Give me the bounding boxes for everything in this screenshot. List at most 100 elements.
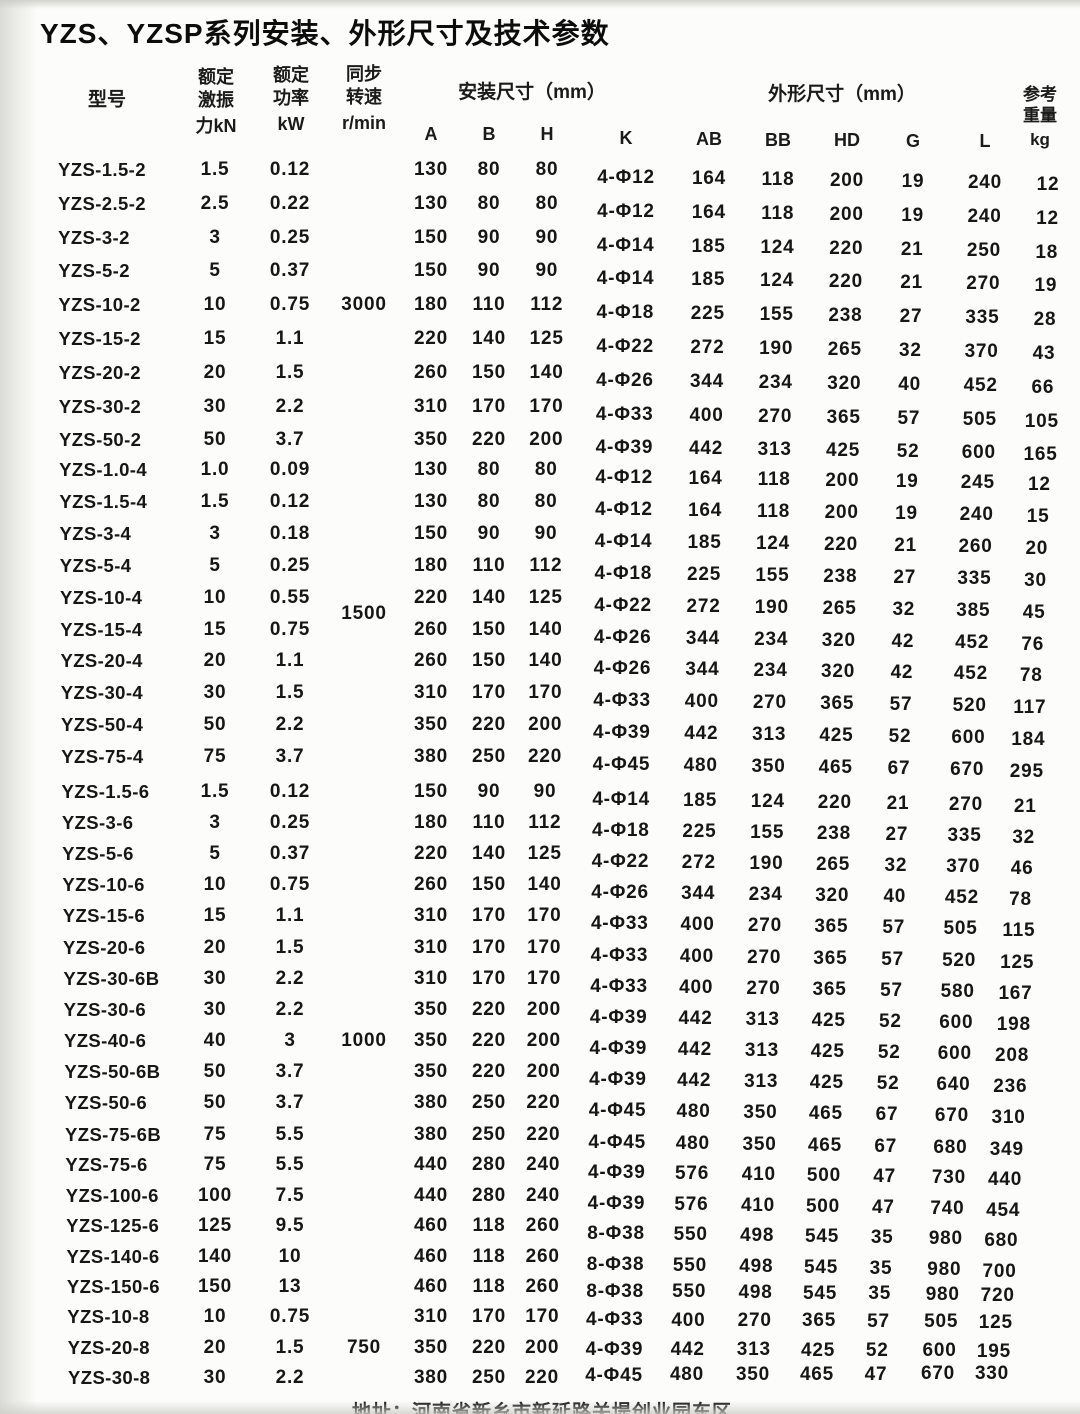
scan-edge-bottom <box>0 1401 1080 1414</box>
header-line: 激振 <box>197 90 234 110</box>
cell-g: 42 <box>890 662 914 684</box>
cell-model: YZS-5-2 <box>58 260 130 282</box>
cell-ab: 344 <box>685 659 720 681</box>
cell-g: 52 <box>888 726 912 748</box>
cell-b: 140 <box>471 328 507 349</box>
cell-h: 90 <box>535 226 559 248</box>
cell-hd: 265 <box>816 854 851 876</box>
cell-k: 4-Φ14 <box>594 530 653 552</box>
cell-bb: 118 <box>757 500 791 522</box>
cell-rated-force: 15 <box>203 328 227 349</box>
cell-ab: 400 <box>679 976 714 998</box>
cell-ab: 576 <box>675 1163 710 1185</box>
cell-l: 680 <box>933 1137 968 1158</box>
cell-l: 335 <box>957 567 992 589</box>
cell-ref-weight: 236 <box>993 1075 1028 1097</box>
cell-b: 250 <box>471 746 507 768</box>
cell-k: 8-Φ38 <box>586 1253 645 1275</box>
cell-h: 220 <box>524 1367 560 1389</box>
cell-rated-power: 5.5 <box>275 1124 305 1145</box>
cell-a: 440 <box>413 1184 449 1206</box>
cell-bb: 270 <box>752 692 787 714</box>
cell-rated-force: 40 <box>203 1029 227 1051</box>
cell-a: 310 <box>413 936 449 958</box>
cell-model: YZS-30-2 <box>58 395 142 417</box>
cell-rated-force: 30 <box>203 395 227 417</box>
cell-h: 200 <box>526 1060 561 1082</box>
cell-rated-force: 20 <box>203 650 227 672</box>
table-row: YZS-75-6 75 5.5 440 280 240 4-Φ39 576 410 500 47 73… <box>0 1149 1080 1190</box>
table-row: YZS-75-6B 75 5.5 380 250 220 4-Φ45 480 350 465 67 6… <box>0 1119 1080 1160</box>
table-row: YZS-3-4 3 0.18 150 90 90 4-Φ14 185 124 220 21 260 20 <box>0 518 1080 559</box>
cell-k: 4-Φ22 <box>594 594 652 616</box>
cell-sync-speed: 1500 <box>341 602 387 624</box>
cell-l: 640 <box>936 1073 971 1095</box>
cell-rated-force: 140 <box>197 1245 233 1267</box>
cell-rated-force: 5 <box>209 260 221 282</box>
col-header-k: K <box>619 128 633 149</box>
cell-k: 4-Φ18 <box>591 820 650 842</box>
cell-h: 140 <box>527 874 562 896</box>
cell-a: 130 <box>413 192 449 214</box>
cell-hd: 425 <box>825 440 861 462</box>
cell-ref-weight: 125 <box>1000 951 1035 973</box>
table-row: YZS-3-2 3 0.25 150 90 90 4-Φ14 185 124 220 21 250 18 <box>0 222 1080 263</box>
cell-ab: 480 <box>683 755 718 777</box>
cell-a: 180 <box>413 554 449 576</box>
cell-model: YZS-1.5-6 <box>61 781 150 802</box>
col-header-ref-weight: 参考 重量 kg <box>1023 84 1057 150</box>
cell-ref-weight: 12 <box>1036 207 1059 229</box>
cell-g: 21 <box>894 534 917 556</box>
cell-a: 130 <box>413 490 449 512</box>
table-row: YZS-100-6 100 7.5 440 280 240 4-Φ39 576 410 500 47… <box>0 1180 1080 1221</box>
cell-hd: 365 <box>813 947 848 969</box>
cell-ref-weight: 117 <box>1013 697 1047 719</box>
cell-model: YZS-10-4 <box>60 586 143 608</box>
cell-h: 112 <box>530 294 564 316</box>
cell-h: 125 <box>527 843 562 865</box>
cell-g: 35 <box>868 1283 892 1305</box>
cell-a: 220 <box>413 586 449 608</box>
cell-b: 150 <box>471 874 507 896</box>
cell-a: 310 <box>413 905 449 927</box>
col-header-h: H <box>540 124 554 144</box>
cell-hd: 545 <box>803 1256 839 1278</box>
cell-rated-force: 1.0 <box>200 459 230 480</box>
cell-g: 19 <box>901 171 925 192</box>
cell-a: 180 <box>413 294 449 316</box>
cell-l: 520 <box>952 695 987 717</box>
cell-l: 245 <box>960 472 995 493</box>
cell-model: YZS-30-8 <box>68 1367 151 1389</box>
cell-h: 112 <box>528 812 562 834</box>
cell-rated-force: 3 <box>209 226 221 248</box>
cell-ab: 442 <box>670 1339 705 1361</box>
cell-rated-force: 3 <box>209 522 221 544</box>
cell-rated-power: 0.75 <box>269 618 311 640</box>
cell-sync-speed: 1000 <box>341 1029 387 1051</box>
cell-bb: 190 <box>759 338 794 359</box>
cell-b: 118 <box>472 1215 506 1237</box>
cell-a: 150 <box>413 226 449 248</box>
cell-k: 4-Φ39 <box>587 1192 646 1214</box>
cell-b: 170 <box>471 1306 507 1328</box>
col-group-install-dims: 安装尺寸（mm） <box>458 82 606 103</box>
cell-ref-weight: 310 <box>991 1107 1026 1128</box>
cell-ab: 400 <box>684 691 719 713</box>
cell-b: 110 <box>472 812 506 834</box>
cell-rated-force: 75 <box>203 746 227 768</box>
table-row: YZS-5-6 5 0.37 220 140 125 4-Φ22 272 190 265 32 370… <box>0 838 1080 879</box>
cell-bb: 270 <box>737 1309 772 1331</box>
cell-b: 90 <box>477 781 501 802</box>
cell-bb: 350 <box>742 1134 777 1155</box>
cell-model: YZS-50-6 <box>64 1092 148 1113</box>
cell-rated-power: 2.2 <box>275 714 305 736</box>
table-row: YZS-10-2 10 0.75 3000 180 110 112 4-Φ18 225 155 23… <box>0 289 1080 330</box>
cell-hd: 200 <box>824 501 859 523</box>
cell-hd: 220 <box>829 237 864 259</box>
cell-ab: 442 <box>684 723 719 745</box>
cell-h: 200 <box>526 1029 561 1051</box>
cell-h: 200 <box>526 998 561 1020</box>
cell-rated-power: 1.5 <box>275 936 305 958</box>
cell-ab: 185 <box>683 790 718 811</box>
cell-g: 42 <box>891 630 915 652</box>
